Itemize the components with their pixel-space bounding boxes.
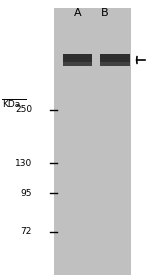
- Text: 130: 130: [15, 158, 32, 168]
- Text: 95: 95: [21, 188, 32, 197]
- Text: 250: 250: [15, 105, 32, 115]
- Bar: [100, 62, 130, 66]
- Text: 72: 72: [21, 227, 32, 237]
- Text: KDa: KDa: [2, 100, 20, 109]
- Text: A: A: [74, 8, 81, 18]
- Bar: [100, 54, 130, 66]
- Text: B: B: [100, 8, 108, 18]
- Bar: [54, 8, 130, 275]
- Bar: [63, 54, 92, 66]
- Bar: [63, 62, 92, 66]
